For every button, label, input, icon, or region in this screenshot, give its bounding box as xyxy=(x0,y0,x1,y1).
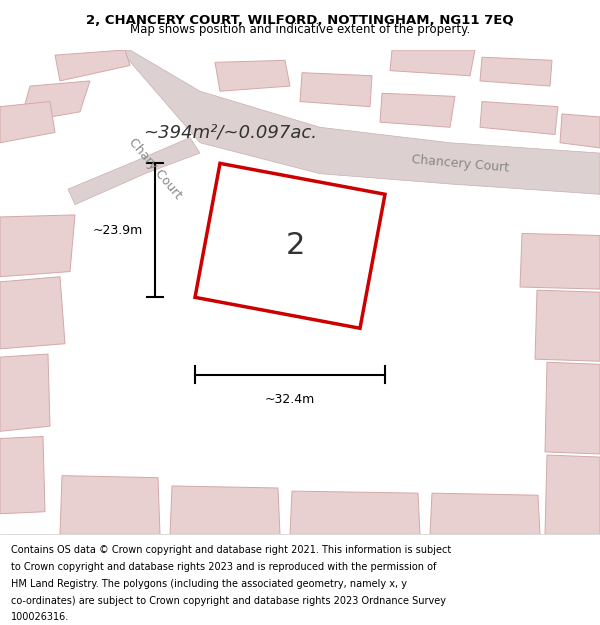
Text: co-ordinates) are subject to Crown copyright and database rights 2023 Ordnance S: co-ordinates) are subject to Crown copyr… xyxy=(11,596,446,606)
Polygon shape xyxy=(545,455,600,534)
Polygon shape xyxy=(60,476,160,534)
Text: to Crown copyright and database rights 2023 and is reproduced with the permissio: to Crown copyright and database rights 2… xyxy=(11,562,436,572)
Polygon shape xyxy=(380,93,455,128)
Polygon shape xyxy=(520,234,600,289)
Text: 100026316.: 100026316. xyxy=(11,612,69,622)
Polygon shape xyxy=(20,81,90,122)
Polygon shape xyxy=(535,290,600,361)
Polygon shape xyxy=(68,138,200,204)
Text: Chancery Court: Chancery Court xyxy=(411,152,509,174)
Polygon shape xyxy=(215,60,290,91)
Text: Contains OS data © Crown copyright and database right 2021. This information is : Contains OS data © Crown copyright and d… xyxy=(11,545,451,555)
Polygon shape xyxy=(0,215,75,277)
Polygon shape xyxy=(480,58,552,86)
Text: 2, CHANCERY COURT, WILFORD, NOTTINGHAM, NG11 7EQ: 2, CHANCERY COURT, WILFORD, NOTTINGHAM, … xyxy=(86,14,514,27)
Polygon shape xyxy=(0,354,50,431)
Text: ~32.4m: ~32.4m xyxy=(265,393,315,406)
Text: Chary Court: Chary Court xyxy=(126,136,184,201)
Text: Map shows position and indicative extent of the property.: Map shows position and indicative extent… xyxy=(130,23,470,36)
Text: ~23.9m: ~23.9m xyxy=(93,224,143,237)
Text: HM Land Registry. The polygons (including the associated geometry, namely x, y: HM Land Registry. The polygons (includin… xyxy=(11,579,407,589)
Polygon shape xyxy=(390,50,475,76)
Polygon shape xyxy=(290,491,420,534)
Polygon shape xyxy=(0,277,65,349)
Text: ~394m²/~0.097ac.: ~394m²/~0.097ac. xyxy=(143,124,317,141)
Polygon shape xyxy=(170,486,280,534)
Polygon shape xyxy=(0,101,55,142)
Polygon shape xyxy=(300,72,372,107)
Polygon shape xyxy=(430,493,540,534)
Polygon shape xyxy=(55,50,130,81)
Polygon shape xyxy=(545,362,600,454)
Polygon shape xyxy=(0,436,45,514)
Polygon shape xyxy=(120,50,600,194)
Text: 2: 2 xyxy=(286,231,305,260)
Polygon shape xyxy=(480,101,558,134)
Polygon shape xyxy=(560,114,600,148)
